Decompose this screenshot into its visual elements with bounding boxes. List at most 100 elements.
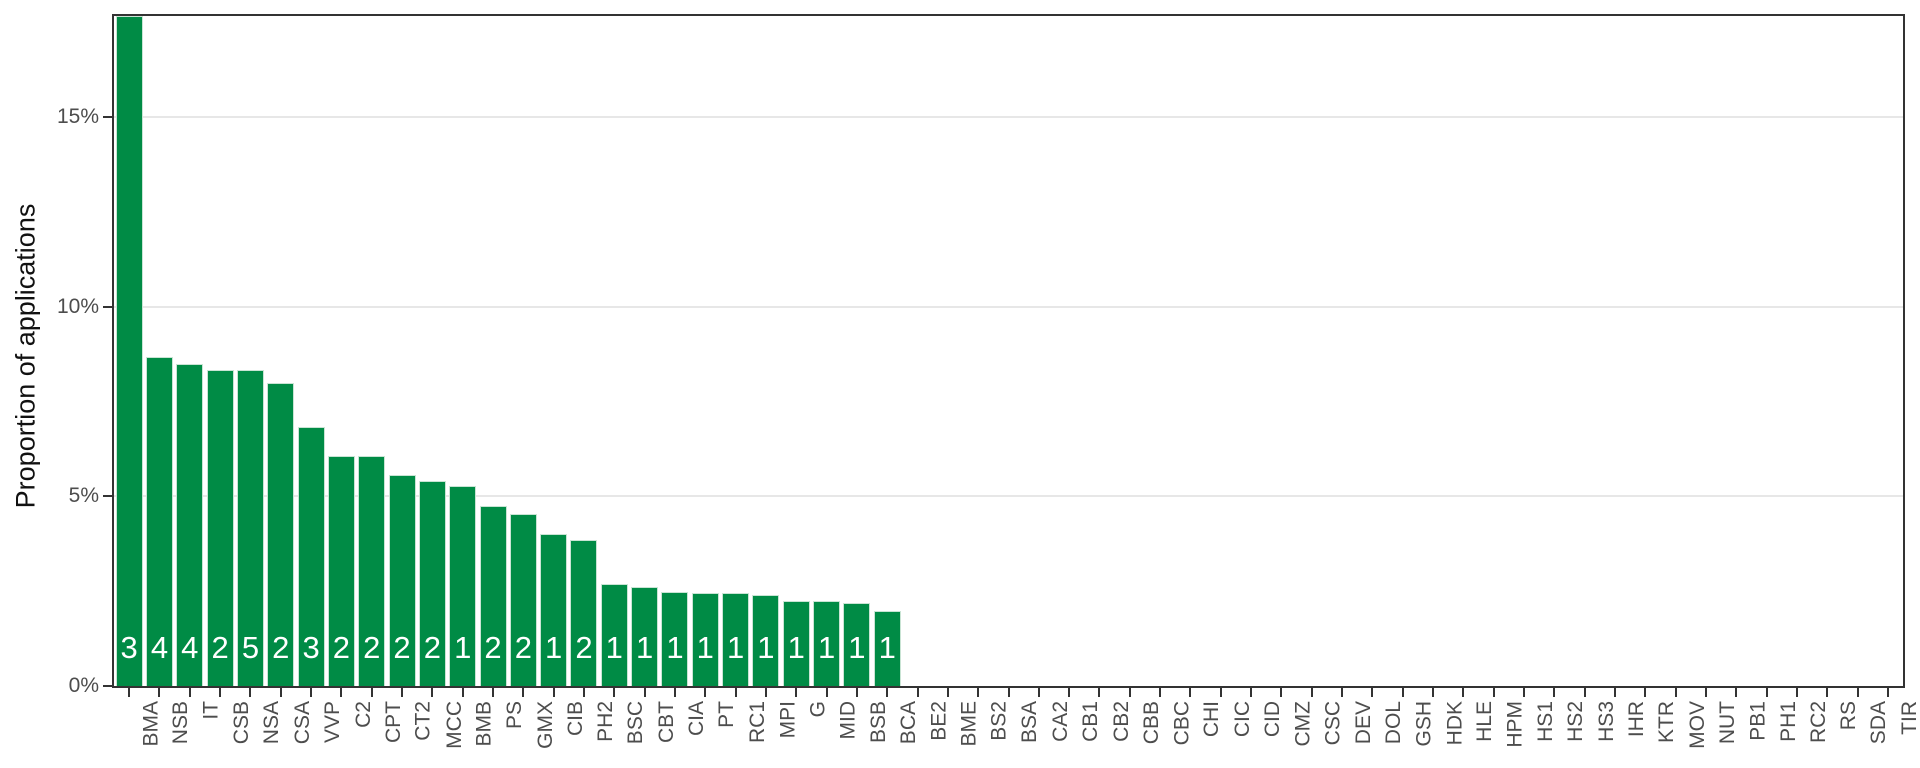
x-tick-mark [673,688,676,697]
x-tick-label: IT [199,701,223,720]
bar [236,370,264,686]
bar-value-label: 3 [120,630,138,665]
bar [691,593,719,686]
major-gridline [114,305,1903,308]
x-tick-mark [401,688,404,697]
bar-value-label: 1 [878,630,896,665]
x-tick-mark [522,688,525,697]
x-tick-label: HS1 [1533,701,1557,742]
x-tick-label: CSC [1321,701,1345,746]
x-tick-label: SDA [1867,701,1891,745]
bar-value-label: 3 [302,630,320,665]
bar [449,486,477,686]
x-tick-mark [916,688,919,697]
bar [267,383,295,686]
x-tick-label: CB2 [1109,701,1133,742]
y-tick-label: 5% [68,484,99,508]
bar [873,611,901,686]
x-tick-label: BE2 [927,701,951,741]
x-tick-mark [613,688,616,697]
bar [115,16,143,686]
x-tick-mark [1159,688,1162,697]
x-tick-mark [1765,688,1768,697]
x-tick-mark [1007,688,1010,697]
y-tick-label: 15% [56,105,99,129]
bar [176,364,204,686]
x-tick-label: PH2 [594,701,617,742]
x-tick-mark [1583,688,1586,697]
x-tick-label: BSB [866,701,890,744]
x-tick-mark [552,688,555,697]
x-tick-label: CBC [1170,701,1194,746]
x-tick-mark [1068,688,1071,697]
x-tick-label: BCA [897,701,921,745]
x-tick-mark [886,688,889,697]
x-tick-mark [1037,688,1040,697]
x-tick-label: CHI [1200,701,1224,738]
bar-value-label: 1 [757,630,775,665]
x-tick-label: RC1 [745,701,769,744]
x-tick-mark [188,688,191,697]
bar [145,357,173,686]
x-tick-mark [128,688,131,697]
bar-value-label: 1 [454,630,472,665]
bar [479,506,507,686]
bar [358,456,386,686]
x-tick-mark [1522,688,1525,697]
x-tick-mark [1856,688,1859,697]
bar [843,603,871,686]
x-tick-mark [764,688,767,697]
x-tick-mark [1462,688,1465,697]
y-tick-mark [103,685,112,687]
bar [388,475,416,686]
x-tick-mark [704,688,707,697]
x-tick-label: PS [503,701,527,730]
x-tick-label: RC2 [1806,701,1830,744]
x-tick-mark [1250,688,1253,697]
x-tick-label: MPI [775,701,799,739]
bar-value-label: 1 [666,630,684,665]
x-tick-mark [582,688,585,697]
x-tick-mark [1280,688,1283,697]
x-tick-mark [310,688,313,697]
x-tick-mark [1371,688,1374,697]
x-tick-label: DEV [1352,701,1376,745]
y-tick-label: 0% [68,674,99,697]
x-tick-mark [492,688,495,697]
bar-value-label: 2 [272,630,290,665]
x-tick-label: IHR [1624,701,1648,738]
x-tick-mark [340,688,343,697]
x-tick-mark [855,688,858,697]
x-tick-label: MCC [442,701,466,749]
bar [540,534,568,686]
x-tick-mark [977,688,980,697]
x-tick-label: CT2 [412,701,436,741]
major-gridline [114,495,1903,498]
bar [418,481,446,686]
x-tick-mark [1886,688,1889,697]
x-tick-label: RS [1837,701,1861,731]
bar [782,601,810,686]
x-tick-label: VVP [321,701,345,744]
y-tick-mark [103,116,112,119]
x-tick-label: PB1 [1746,701,1770,741]
x-tick-mark [1795,688,1798,697]
bar [661,592,689,686]
major-gridline [114,116,1903,119]
y-tick-mark [103,495,112,498]
x-tick-mark [1826,688,1829,697]
x-tick-mark [1401,688,1404,697]
bar [327,456,355,686]
x-tick-label: BS2 [988,701,1012,741]
x-tick-mark [946,688,949,697]
x-tick-mark [1674,688,1677,697]
bar [813,601,841,686]
x-tick-label: BSC [624,701,648,745]
x-tick-mark [1098,688,1101,697]
x-tick-label: BMB [472,701,496,747]
x-tick-label: DOL [1382,701,1406,745]
y-axis-title: Proportion of applications [10,203,41,509]
bar-value-label: 1 [787,630,805,665]
x-tick-mark [1644,688,1647,697]
